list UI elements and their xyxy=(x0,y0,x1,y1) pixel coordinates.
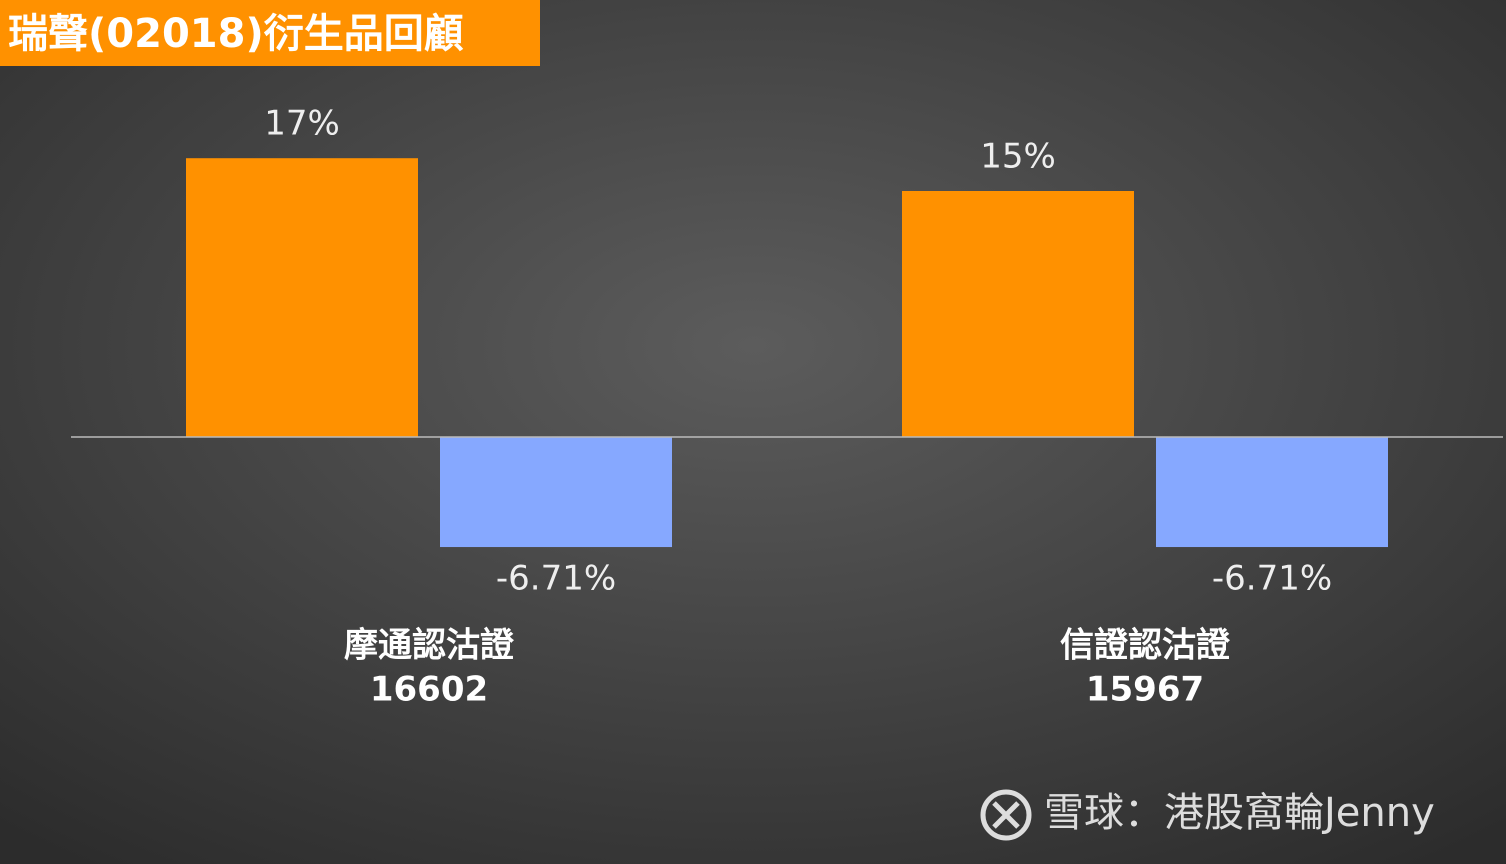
x-tick-label: 16602 xyxy=(370,670,488,710)
bar xyxy=(440,437,672,548)
watermark-icon xyxy=(980,789,1032,841)
bar xyxy=(902,191,1134,437)
x-tick-label: 摩通認沽證 xyxy=(344,626,515,666)
data-label: 15% xyxy=(980,137,1056,177)
title-box xyxy=(0,0,540,66)
data-label: -6.71% xyxy=(496,559,616,599)
bar xyxy=(186,158,418,437)
x-tick-label: 15967 xyxy=(1086,670,1204,710)
watermark: 雪球：港股窩輪Jenny xyxy=(1044,790,1435,836)
x-tick-label: 信證認沽證 xyxy=(1060,626,1231,666)
data-label: 17% xyxy=(264,104,340,144)
data-label: -6.71% xyxy=(1212,559,1332,599)
bar xyxy=(1156,437,1388,548)
chart-title: 瑞聲(02018)衍生品回顧 xyxy=(8,11,464,57)
